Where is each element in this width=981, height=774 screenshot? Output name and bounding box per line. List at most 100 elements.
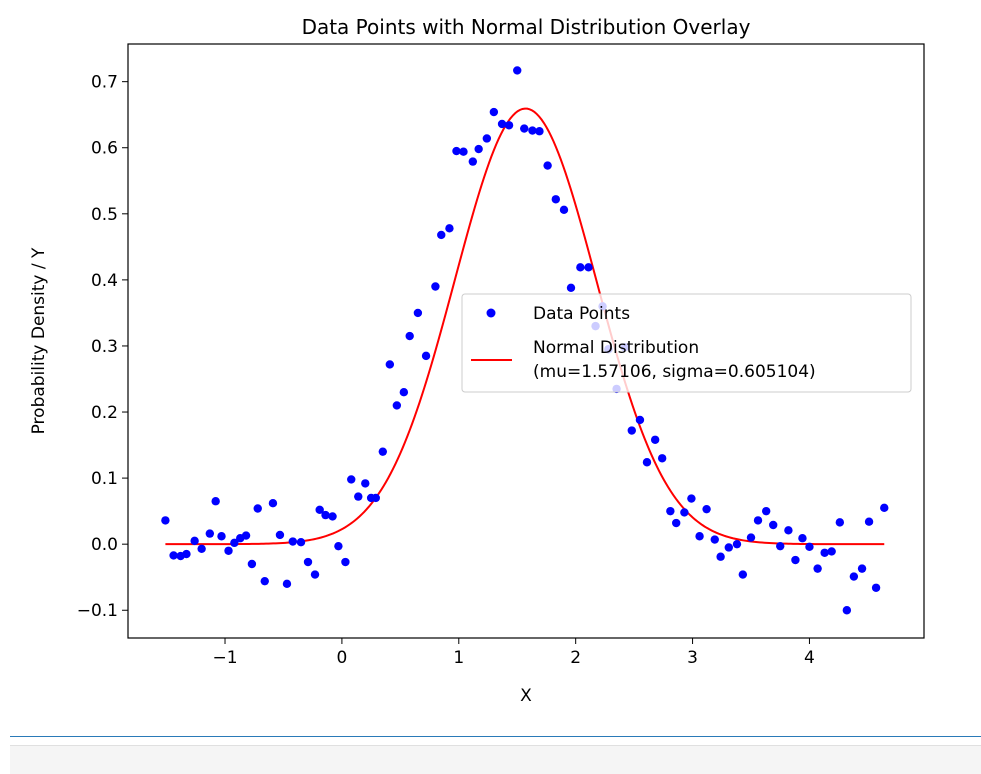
data-point bbox=[635, 415, 645, 425]
data-point bbox=[695, 532, 704, 541]
data-point bbox=[334, 541, 343, 551]
x-tick-label: 1 bbox=[453, 648, 464, 668]
data-point bbox=[672, 518, 681, 528]
data-point bbox=[482, 134, 492, 143]
data-point bbox=[666, 506, 675, 516]
x-tick-label: 2 bbox=[570, 648, 581, 668]
plot-area bbox=[127, 43, 925, 639]
data-point bbox=[489, 107, 499, 117]
data-point bbox=[710, 535, 719, 544]
data-point bbox=[820, 548, 829, 557]
chart-title: Data Points with Normal Distribution Ove… bbox=[302, 15, 751, 39]
data-point bbox=[217, 532, 226, 541]
data-point bbox=[169, 551, 178, 560]
legend: Data Points Normal Distribution (mu=1.57… bbox=[461, 293, 912, 393]
data-point bbox=[413, 308, 423, 318]
data-point bbox=[849, 572, 859, 581]
data-point bbox=[361, 479, 370, 488]
x-tick-label: 3 bbox=[687, 648, 698, 668]
data-point bbox=[769, 520, 778, 530]
data-point bbox=[459, 147, 468, 156]
data-point bbox=[813, 564, 822, 573]
data-point bbox=[880, 503, 889, 513]
next-cell-area[interactable] bbox=[10, 745, 981, 774]
data-point bbox=[776, 541, 785, 551]
data-point bbox=[746, 533, 756, 542]
data-point bbox=[392, 401, 402, 410]
x-axis-ticks: −1 0 1 2 3 4 bbox=[212, 638, 815, 668]
data-point bbox=[399, 388, 409, 397]
data-point bbox=[260, 576, 269, 586]
data-point bbox=[657, 454, 667, 463]
data-point bbox=[680, 508, 689, 517]
y-tick-label: −0.1 bbox=[77, 601, 118, 621]
data-point bbox=[310, 570, 320, 579]
data-point bbox=[738, 570, 748, 579]
data-point bbox=[576, 263, 585, 272]
data-point bbox=[798, 534, 807, 543]
data-point bbox=[341, 557, 350, 567]
data-layer bbox=[161, 66, 889, 615]
y-tick-label: 0.6 bbox=[91, 139, 118, 159]
data-point bbox=[827, 547, 836, 556]
data-point bbox=[378, 447, 388, 456]
data-point bbox=[687, 494, 696, 503]
y-axis-ticks: −0.1 0.0 0.1 0.2 0.3 0.4 0.5 0.6 0.7 bbox=[77, 73, 128, 621]
data-point bbox=[543, 161, 552, 170]
data-point bbox=[161, 516, 170, 525]
legend-label-normal-distribution: Normal Distribution bbox=[533, 338, 699, 358]
data-point bbox=[371, 493, 380, 503]
data-point bbox=[584, 263, 593, 272]
data-point bbox=[211, 497, 220, 506]
y-tick-label: 0.3 bbox=[91, 337, 118, 357]
data-point bbox=[385, 360, 395, 369]
data-point bbox=[497, 119, 507, 129]
data-point bbox=[857, 564, 867, 573]
data-point bbox=[437, 230, 446, 240]
data-point bbox=[282, 579, 292, 589]
y-tick-label: 0.0 bbox=[91, 535, 118, 555]
chart: Data Points with Normal Distribution Ove… bbox=[29, 15, 925, 706]
data-point bbox=[642, 458, 652, 467]
data-point bbox=[468, 157, 478, 166]
data-point bbox=[842, 606, 852, 615]
data-point bbox=[762, 506, 771, 516]
data-point bbox=[716, 552, 725, 561]
y-tick-label: 0.2 bbox=[91, 403, 118, 423]
data-point bbox=[421, 351, 431, 361]
data-point bbox=[520, 124, 529, 133]
data-point bbox=[247, 559, 257, 569]
x-tick-label: 0 bbox=[336, 648, 347, 668]
data-point bbox=[452, 146, 461, 156]
data-point bbox=[354, 492, 363, 501]
x-axis-label: X bbox=[520, 686, 532, 706]
data-point bbox=[288, 537, 298, 546]
data-point bbox=[328, 512, 337, 521]
data-point bbox=[230, 538, 239, 548]
data-point bbox=[474, 144, 483, 154]
y-axis-label: Probability Density / Y bbox=[29, 247, 49, 434]
cell-divider bbox=[10, 736, 981, 737]
data-point bbox=[445, 224, 454, 233]
legend-box bbox=[461, 293, 912, 393]
data-point bbox=[315, 505, 324, 515]
data-point bbox=[182, 549, 191, 559]
data-point bbox=[528, 126, 537, 135]
data-point bbox=[241, 531, 251, 540]
data-point bbox=[732, 539, 742, 549]
data-point bbox=[190, 536, 199, 546]
legend-label-normal-distribution-params: (mu=1.57106, sigma=0.605104) bbox=[533, 362, 816, 382]
data-point bbox=[650, 435, 660, 444]
data-point bbox=[791, 555, 800, 565]
data-point bbox=[805, 542, 814, 552]
x-tick-label: 4 bbox=[804, 648, 815, 668]
data-point bbox=[321, 510, 330, 520]
data-point bbox=[253, 504, 262, 513]
legend-marker-data-points bbox=[486, 308, 496, 318]
data-point bbox=[205, 529, 215, 538]
data-point bbox=[504, 121, 514, 130]
data-point bbox=[559, 205, 569, 215]
y-tick-label: 0.4 bbox=[91, 271, 118, 291]
data-point bbox=[431, 282, 440, 291]
data-point bbox=[535, 127, 544, 136]
